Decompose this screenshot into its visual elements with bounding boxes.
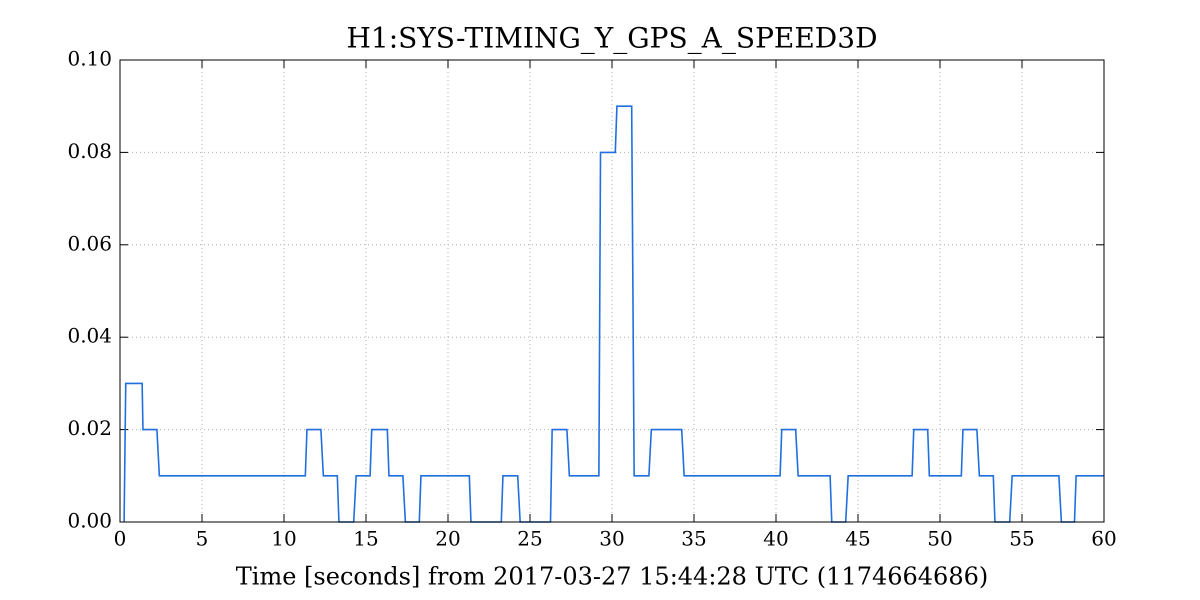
x-tick-label: 0 — [114, 527, 127, 551]
x-tick-label: 20 — [435, 527, 460, 551]
y-tick-label: 0.10 — [67, 47, 112, 71]
y-tick-label: 0.08 — [67, 139, 112, 163]
x-tick-label: 10 — [271, 527, 296, 551]
y-tick-label: 0.02 — [67, 416, 112, 440]
x-tick-label: 30 — [599, 527, 624, 551]
x-tick-label: 55 — [1009, 527, 1034, 551]
y-tick-label: 0.00 — [67, 509, 112, 533]
x-tick-label: 40 — [763, 527, 788, 551]
x-tick-label: 15 — [353, 527, 378, 551]
plot-frame — [119, 59, 1105, 523]
x-tick-label: 50 — [927, 527, 952, 551]
x-tick-label: 35 — [681, 527, 706, 551]
y-tick-label: 0.06 — [67, 231, 112, 255]
x-tick-label: 5 — [196, 527, 209, 551]
chart-title: H1:SYS-TIMING_Y_GPS_A_SPEED3D — [346, 22, 877, 55]
x-tick-label: 25 — [517, 527, 542, 551]
x-tick-label: 45 — [845, 527, 870, 551]
x-axis-label: Time [seconds] from 2017-03-27 15:44:28 … — [236, 563, 988, 591]
x-tick-label: 60 — [1091, 527, 1116, 551]
y-tick-label: 0.04 — [67, 324, 112, 348]
